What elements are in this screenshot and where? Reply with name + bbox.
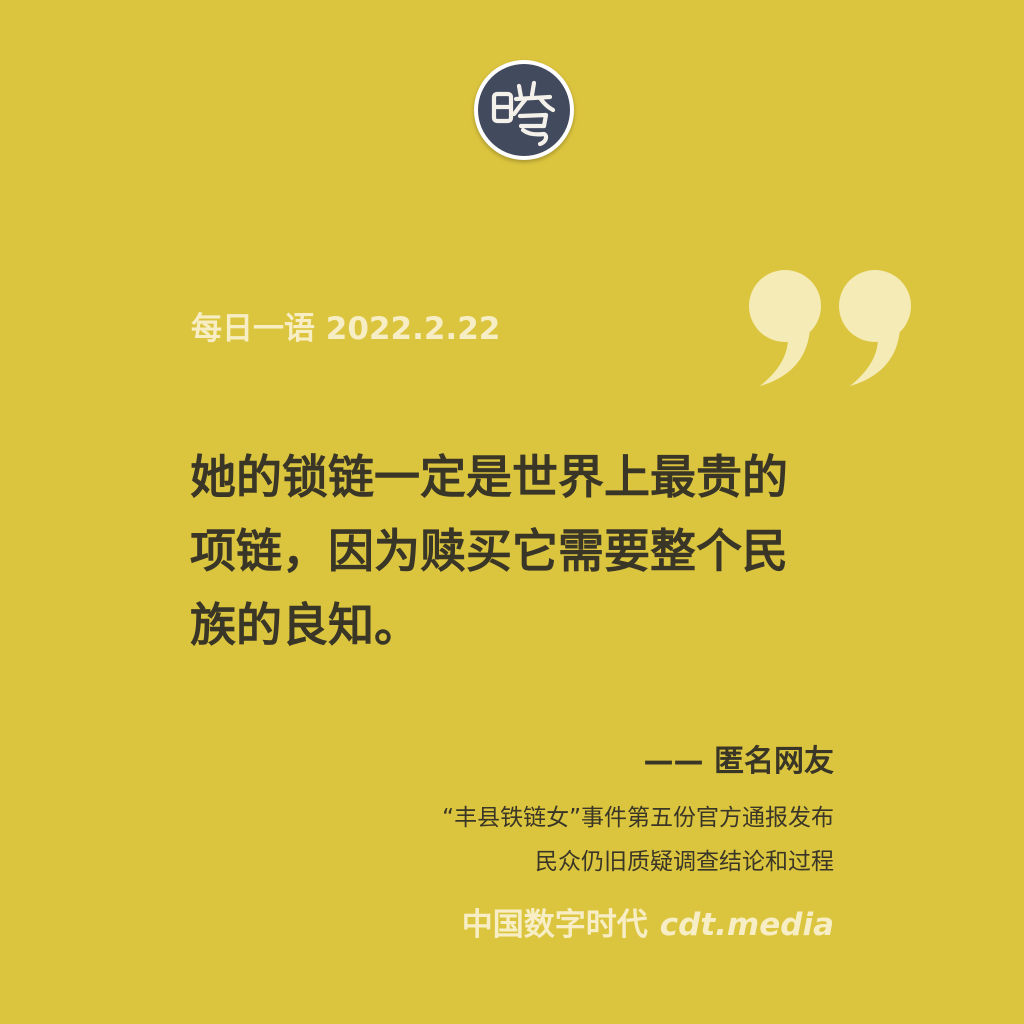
quote-attribution: —— 匿名网友: [643, 744, 834, 779]
footer-domain: cdt.media: [659, 907, 834, 943]
footer-brand: 中国数字时代 cdt.media: [462, 898, 834, 952]
quote-line: 族的良知。: [190, 598, 420, 652]
footer-brand-name: 中国数字时代: [461, 907, 648, 943]
daily-quote-date-header: 每日一语 2022.2.22: [191, 311, 501, 347]
logo-badge: [478, 64, 570, 156]
context-line: “丰县铁链女”事件第五份官方通报发布: [442, 805, 834, 831]
context-line: 民众仍旧质疑调查结论和过程: [535, 849, 834, 875]
cdt-logo: [474, 60, 574, 160]
context-note: “丰县铁链女”事件第五份官方通报发布 民众仍旧质疑调查结论和过程: [442, 796, 834, 884]
quote-line: 项链，因为赎买它需要整个民: [190, 524, 788, 578]
logo-glyph-image: [491, 80, 556, 147]
quote-line: 她的锁链一定是世界上最贵的: [190, 450, 788, 504]
quote-text: 她的锁链一定是世界上最贵的 项链，因为赎买它需要整个民 族的良知。: [190, 440, 850, 662]
closing-quote-icon: [742, 262, 922, 392]
